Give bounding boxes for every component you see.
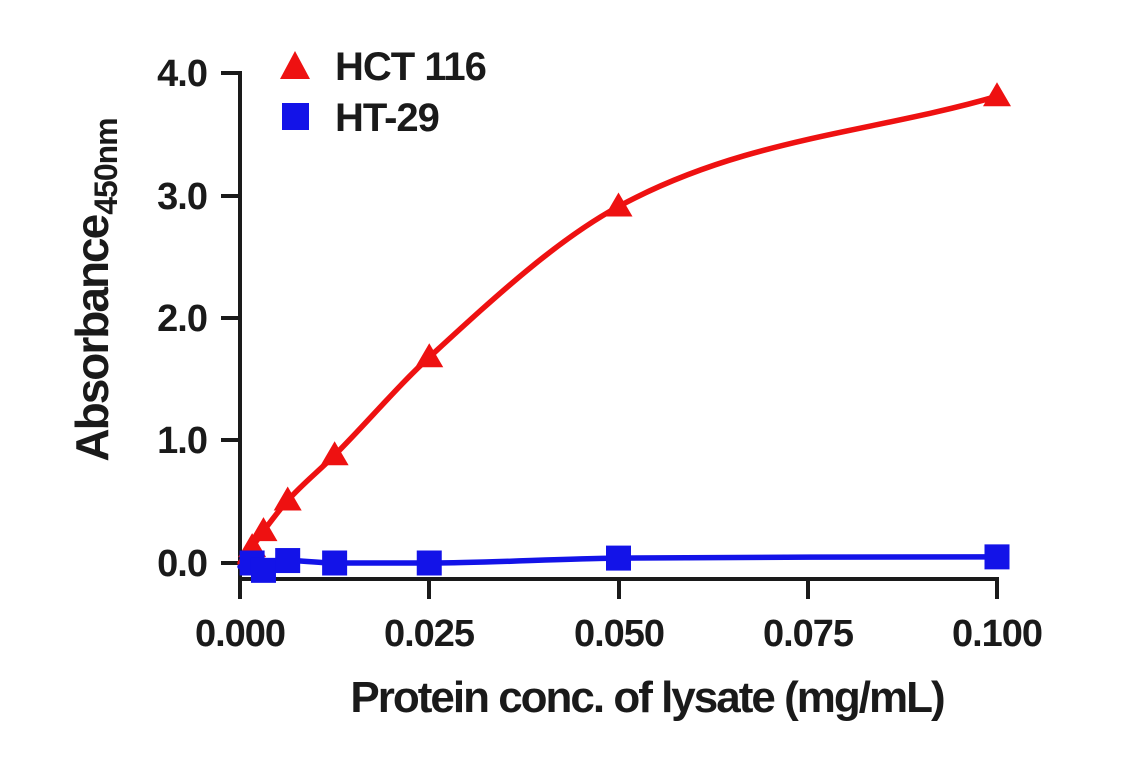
data-point-hct-116 [249, 517, 278, 542]
y-axis-title-subscript: 450nm [88, 118, 124, 214]
triangle-marker-icon [280, 51, 310, 79]
legend: HCT 116 HT-29 [280, 45, 487, 140]
legend-item-hct-116: HCT 116 [280, 45, 487, 89]
x-tick-labels: 0.000 0.025 0.050 0.075 0.100 [195, 613, 1043, 655]
data-point-hct-116 [415, 343, 444, 368]
legend-label-ht-29: HT-29 [335, 96, 439, 140]
y-tick-label-3: 3.0 [157, 176, 207, 218]
data-point-hct-116 [320, 441, 349, 466]
data-point-ht-29 [606, 545, 631, 571]
x-axis-title: Protein conc. of lysate (mg/mL) [350, 673, 944, 722]
data-point-ht-29 [275, 548, 301, 574]
y-tick-labels: 0.0 1.0 2.0 3.0 4.0 [157, 53, 208, 585]
series-curve-hct-116 [237, 93, 1000, 566]
y-axis-title-main: Absorbance [66, 214, 118, 461]
y-tick-label-0: 0.0 [157, 543, 207, 585]
data-point-hct-116 [273, 486, 302, 511]
square-marker-icon [282, 103, 309, 130]
x-tick-label-4: 0.100 [952, 613, 1042, 655]
plot-area [237, 82, 1011, 583]
data-point-ht-29 [322, 550, 348, 576]
y-axis-title: Absorbance450nm [66, 118, 124, 461]
y-tick-label-4: 4.0 [157, 53, 207, 95]
data-point-ht-29 [984, 544, 1010, 570]
data-point-ht-29 [416, 550, 442, 576]
y-axis-ticks [221, 71, 240, 565]
data-point-ht-29 [250, 557, 276, 583]
legend-label-hct-116: HCT 116 [335, 45, 486, 89]
data-point-hct-116 [604, 192, 633, 217]
x-tick-label-3: 0.075 [763, 613, 854, 655]
series-ht-29 [237, 544, 1010, 583]
y-tick-label-1: 1.0 [157, 420, 207, 462]
data-point-hct-116 [983, 82, 1011, 107]
y-tick-label-2: 2.0 [157, 298, 207, 340]
x-tick-label-2: 0.050 [574, 613, 664, 655]
legend-item-ht-29: HT-29 [282, 96, 440, 140]
x-tick-label-0: 0.000 [195, 613, 285, 655]
x-tick-label-1: 0.025 [384, 613, 475, 655]
x-axis-ticks [238, 579, 999, 599]
series-hct-116 [237, 82, 1011, 566]
axes [221, 71, 999, 599]
